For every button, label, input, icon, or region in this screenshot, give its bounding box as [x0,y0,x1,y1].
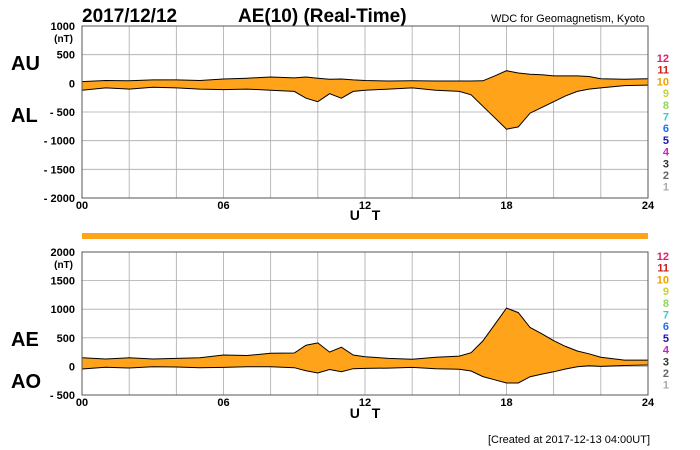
station-number: 11 [657,65,669,77]
ae-ao-unit-label: (nT) [54,260,73,271]
plot-date: 2017/12/12 [82,6,177,27]
y-tick-label: 500 [57,50,75,62]
station-number: 5 [663,333,669,345]
al-label: AL [11,105,38,127]
au-al-grid [82,25,648,199]
station-number: 8 [663,298,669,310]
au-al-x-ticks: 00 06 12 18 24 [76,200,655,212]
upper-series-line [81,70,649,83]
created-timestamp: [Created at 2017-12-13 04:00UT] [488,434,650,446]
y-tick-label: - 500 [50,107,75,119]
station-number: 6 [663,321,669,333]
au-al-y-ticks: 1000 500 0 - 500 - 1000 - 1500 - 2000 [44,21,75,205]
plot-title: AE(10) (Real-Time) [238,6,407,27]
x-tick-label: 18 [500,200,512,212]
station-coverage-bar [82,233,648,239]
x-tick-label: 00 [76,200,88,212]
ae-ao-y-ticks: 2000 1500 1000 500 0 - 500 [50,247,75,402]
au-al-x-axis-label: U T [350,207,385,223]
ao-label: AO [11,371,41,393]
station-number: 1 [663,182,669,194]
ae-ao-grid [82,251,648,396]
station-number: 1 [663,380,669,392]
station-number: 2 [663,368,669,380]
x-tick-label: 12 [359,397,371,409]
station-number: 12 [657,251,669,263]
upper-series-line [81,307,648,361]
x-tick-label: 06 [217,200,229,212]
station-number: 4 [663,345,670,357]
station-number: 10 [657,76,669,88]
y-tick-label: - 2000 [44,193,75,205]
au-al-plot-frame [81,25,649,199]
ae-label: AE [11,329,39,351]
au-label: AU [11,53,40,75]
y-tick-label: 1000 [51,21,75,33]
station-number: 2 [663,170,669,182]
lower-series-line [81,84,649,130]
station-number: 7 [663,112,669,124]
ae-ao-x-axis-label: U T [350,405,385,421]
band-fill [82,308,648,383]
y-tick-label: 2000 [51,247,75,259]
y-tick-label: 0 [69,361,75,373]
y-tick-label: - 500 [50,390,75,402]
station-number: 9 [663,88,669,100]
x-tick-label: 00 [76,397,88,409]
y-tick-label: - 1500 [44,164,75,176]
y-tick-label: - 1000 [44,136,75,148]
station-number: 5 [663,135,669,147]
x-tick-label: 18 [500,397,512,409]
ae-ao-x-ticks: 00 06 12 18 24 [76,397,655,409]
au-al-unit-label: (nT) [54,34,73,45]
station-number: 3 [663,356,669,368]
x-tick-label: 24 [642,397,655,409]
y-tick-label: 1500 [51,276,75,288]
x-tick-label: 24 [642,200,655,212]
station-number: 8 [663,100,669,112]
x-tick-label: 06 [217,397,229,409]
x-tick-label: 12 [359,200,371,212]
data-source: WDC for Geomagnetism, Kyoto [491,13,645,25]
station-number: 11 [657,263,669,275]
station-number: 6 [663,123,669,135]
y-tick-label: 500 [57,333,75,345]
y-tick-label: 0 [69,78,75,90]
station-number: 9 [663,286,669,298]
station-number: 3 [663,158,669,170]
au-al-data [81,70,649,130]
station-number: 10 [657,274,669,286]
station-number: 12 [657,53,669,65]
band-fill [82,70,648,130]
station-number: 4 [663,147,670,159]
lower-series-line [81,364,649,384]
ae-ao-plot-frame [81,251,649,396]
y-tick-label: 1000 [51,304,75,316]
ae-ao-data [81,307,649,384]
station-number: 7 [663,310,669,322]
